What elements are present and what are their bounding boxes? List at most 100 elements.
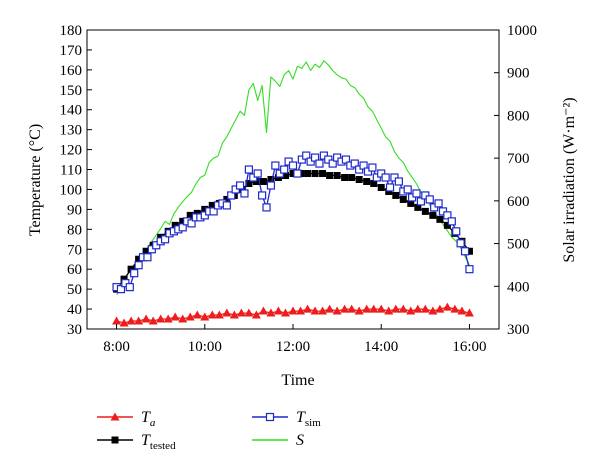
series-t-tested-point [319, 170, 327, 178]
series-t-sim-point [244, 165, 253, 174]
series-t-a-point [376, 304, 386, 313]
series-t-tested-point [414, 203, 422, 211]
legend-label: Ta [141, 409, 156, 429]
series-t-a-point [420, 304, 430, 313]
left-axis-tick-label: 90 [67, 202, 82, 218]
series-t-tested-point [289, 170, 297, 178]
series-t-a-point [354, 306, 364, 315]
series-t-tested-point [259, 177, 267, 185]
left-axis-tick-label: 80 [67, 222, 82, 238]
legend-item-t-a: Ta [97, 409, 156, 429]
left-axis-tick-label: 40 [67, 302, 82, 318]
legend-label: Ttested [141, 432, 176, 452]
right-axis-tick-label: 800 [507, 108, 530, 124]
series-t-sim-point [280, 165, 289, 174]
series-t-tested-point [267, 176, 275, 183]
series-t-a-point [369, 304, 379, 313]
plot-frame [86, 29, 500, 330]
series-t-sim-point [302, 151, 311, 160]
series-t-sim-point [258, 191, 267, 200]
series-t-a-point [384, 306, 394, 315]
series-t-a-point [134, 316, 144, 325]
series-t-a-point [156, 314, 166, 323]
series-t-sim-point [143, 253, 152, 262]
series-t-tested-point [245, 179, 253, 187]
series-t-a-point [428, 306, 438, 315]
series-t-tested-point [429, 211, 437, 219]
series-t-a-point [170, 312, 180, 321]
series-t-sim-point [416, 197, 426, 206]
series-t-tested-point [341, 174, 349, 182]
series-t-tested-point [355, 176, 363, 183]
series-t-a-point [464, 308, 474, 317]
legend-item-t-tested: Ttested [97, 432, 176, 452]
series-t-sim-point [328, 159, 337, 168]
left-axis-tick-label: 70 [67, 242, 82, 258]
series-t-tested-point [179, 217, 187, 225]
series-t-a-point [295, 306, 305, 315]
right-axis-tick-label: 400 [507, 279, 530, 295]
series-t-tested-point [363, 177, 371, 185]
left-axis-tick-label: 140 [60, 103, 83, 119]
legend-label: S [296, 432, 304, 449]
series-t-a-point [450, 304, 460, 313]
series-t-tested-point [326, 172, 334, 180]
series-t-sim-point [425, 195, 434, 204]
series-t-sim-point [447, 217, 456, 226]
series-t-sim-point [266, 181, 276, 190]
series-t-tested-point [135, 255, 143, 263]
series-t-sim-point [403, 185, 412, 194]
series-t-sim-point [381, 173, 390, 182]
series-t-a-point [266, 308, 276, 317]
series-t-a-point [391, 304, 401, 313]
series-t-sim-point [452, 227, 461, 236]
series-t-a-point [288, 306, 298, 315]
series-t-tested-point [201, 205, 209, 213]
series-t-sim-point [130, 269, 139, 278]
series-t-a-point [303, 304, 313, 313]
series-t-tested-point [465, 247, 473, 255]
series-t-a-point [207, 310, 217, 319]
series-t-tested-point [407, 199, 415, 207]
series-t-sim-point [253, 169, 262, 178]
series-t-sim-point [160, 235, 170, 244]
left-axis-tick-label: 50 [67, 282, 82, 298]
series-t-sim-point [240, 189, 249, 198]
series-t-tested-point [186, 211, 194, 219]
series-t-sim-point [209, 207, 218, 216]
series-t-tested-point [377, 183, 385, 191]
series-t-tested-point [208, 201, 216, 209]
series-t-sim-point [465, 265, 474, 274]
series-t-sim-point [222, 201, 231, 210]
series-t-a-point [362, 304, 372, 313]
series-t-sim-point [116, 285, 126, 294]
series-t-sim-point [125, 283, 134, 292]
series-t-sim-point [315, 159, 324, 168]
series-layer [112, 60, 474, 327]
legend-label: Tsim [296, 409, 321, 429]
x-axis-tick-label: 12:00 [276, 339, 310, 355]
series-t-a-point [340, 304, 350, 313]
series-t-sim-point [443, 211, 452, 220]
series-t-a-point [435, 304, 445, 313]
right-axis-tick-label: 600 [507, 194, 530, 210]
series-t-a-point [281, 308, 291, 317]
x-axis-tick-label: 16:00 [452, 339, 486, 355]
left-axis-tick-label: 150 [60, 83, 83, 99]
legend-item-s: S [252, 432, 304, 449]
series-t-a-point [406, 306, 416, 315]
series-t-sim-point [288, 161, 298, 170]
series-t-tested-point [142, 247, 150, 255]
left-axis-tick-label: 130 [60, 123, 83, 139]
series-t-a-point [200, 312, 210, 321]
right-axis-tick-label: 500 [507, 237, 530, 253]
series-t-tested-point [392, 191, 400, 199]
series-t-a-point [112, 316, 122, 325]
series-t-sim-point [262, 203, 271, 212]
series-t-a-point [192, 310, 202, 319]
series-t-a-point [273, 306, 283, 315]
left-axis-tick-label: 160 [60, 63, 83, 79]
series-t-a-point [457, 306, 467, 315]
series-t-a-point [126, 316, 136, 325]
